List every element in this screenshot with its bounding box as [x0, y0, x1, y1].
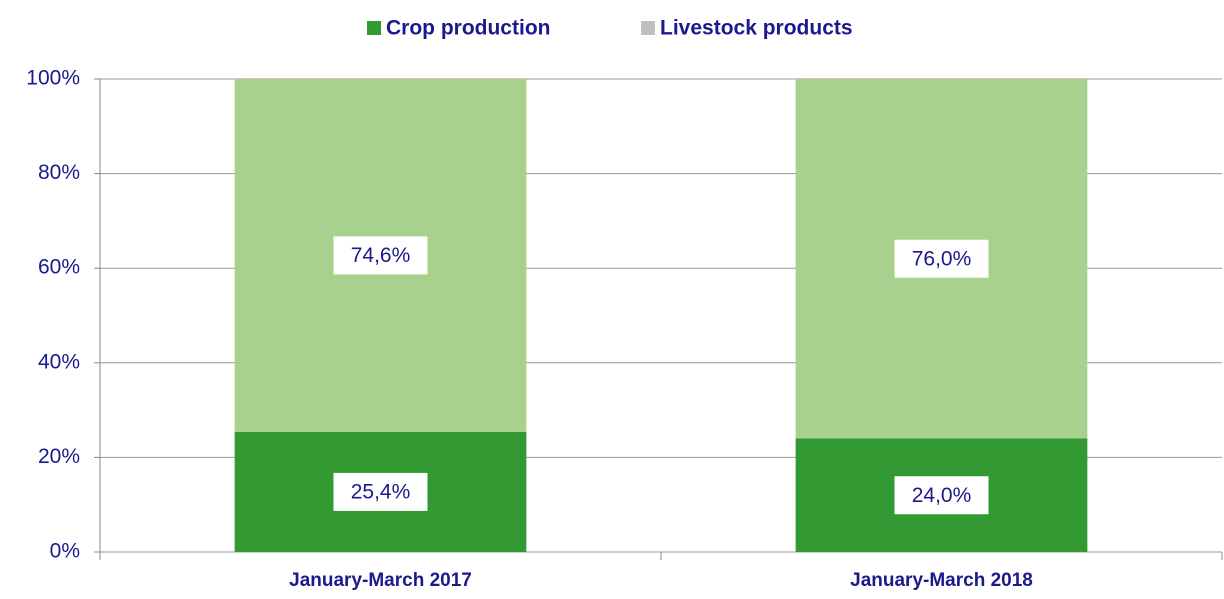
y-tick-label: 40%: [38, 350, 80, 373]
value-label: 74,6%: [351, 244, 411, 267]
y-tick-label: 80%: [38, 161, 80, 184]
value-label: 24,0%: [912, 484, 972, 507]
y-tick-label: 100%: [26, 67, 80, 90]
legend-label: Crop production: [386, 17, 550, 40]
legend-swatch: [367, 21, 381, 35]
x-tick-label: January-March 2018: [850, 570, 1033, 591]
legend-swatch: [641, 21, 655, 35]
value-label-box: [894, 239, 989, 278]
value-label-box: [894, 476, 989, 515]
y-tick-label: 20%: [38, 445, 80, 468]
legend-label: Livestock products: [660, 17, 853, 40]
x-tick-label: January-March 2017: [289, 570, 472, 591]
value-label-box: [333, 236, 428, 275]
y-tick-label: 60%: [38, 256, 80, 279]
y-tick-label: 0%: [50, 540, 80, 563]
value-label: 25,4%: [351, 480, 411, 503]
value-label-box: [333, 472, 428, 511]
value-label: 76,0%: [912, 247, 972, 270]
